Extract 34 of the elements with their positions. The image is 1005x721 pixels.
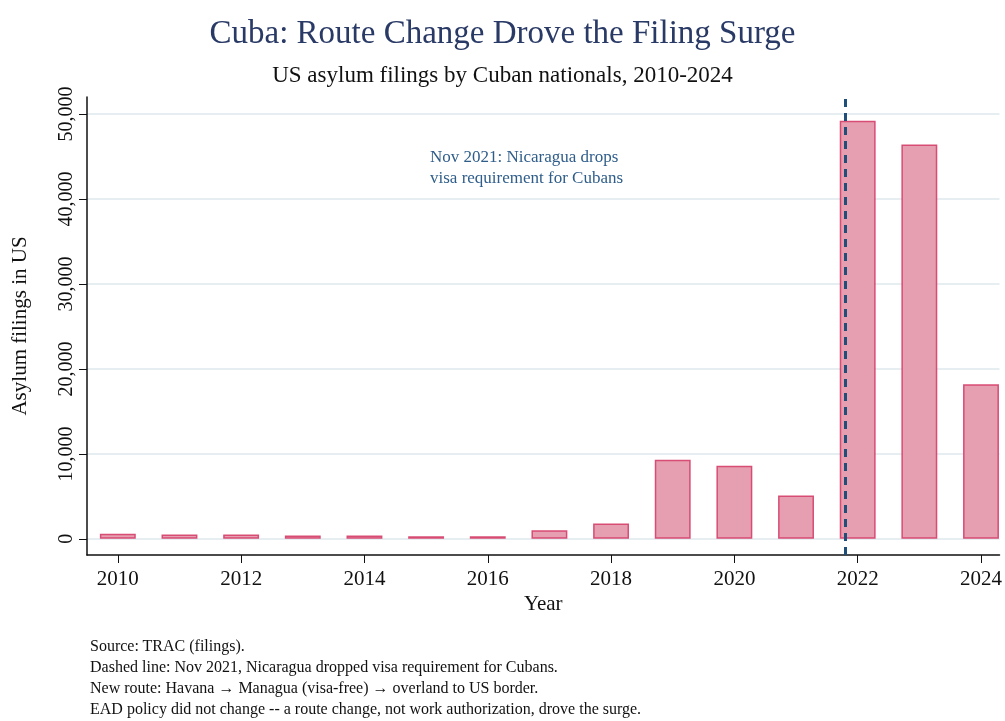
annotation: Nov 2021: Nicaragua drops visa requirement for Cubans	[430, 147, 624, 187]
bar	[716, 465, 753, 539]
x-tick-label: 2020	[713, 565, 756, 590]
y-tick-label: 20,000	[54, 341, 76, 397]
y-tick-label: 50,000	[54, 86, 76, 142]
bar	[778, 495, 814, 539]
x-tick-label: 2022	[836, 565, 879, 590]
chart-subtitle: US asylum filings by Cuban nationals, 2010-2024	[272, 62, 734, 87]
bar	[593, 523, 630, 539]
bar	[99, 533, 136, 539]
x-tick-label: 2018	[590, 565, 633, 590]
x-tick-label: 2024	[960, 565, 1003, 590]
x-tick-label: 2016	[466, 565, 509, 590]
bar	[963, 384, 999, 539]
text: EAD policy did not change -- a route change, not work authorization, drove the surge.	[90, 699, 642, 718]
y-tick-label: 0	[54, 533, 76, 544]
text: New route: Havana → Managua (visa-free) → overland to US border.	[90, 678, 539, 697]
text: Dashed line: Nov 2021, Nicaragua dropped visa requirement for Cubans.	[90, 657, 558, 676]
y-tick-label: 40,000	[54, 171, 76, 227]
source-note: Source: TRAC (filings).	[90, 636, 245, 655]
bar	[654, 459, 691, 539]
bar	[223, 534, 260, 539]
bar	[839, 120, 876, 539]
y-tick-label: 30,000	[54, 256, 76, 312]
bar	[531, 530, 568, 539]
x-axis-title: Year	[523, 591, 563, 616]
x-tick-label: 2012	[220, 565, 263, 590]
bar	[161, 534, 198, 539]
y-axis-title: Asylum filings in US	[6, 236, 31, 416]
bar	[901, 144, 938, 539]
y-tick-label: 10,000	[54, 426, 76, 482]
chart-title: Cuba: Route Change Drove the Filing Surge	[209, 13, 796, 50]
x-tick-label: 2010	[96, 565, 139, 590]
x-tick-label: 2014	[343, 565, 386, 590]
